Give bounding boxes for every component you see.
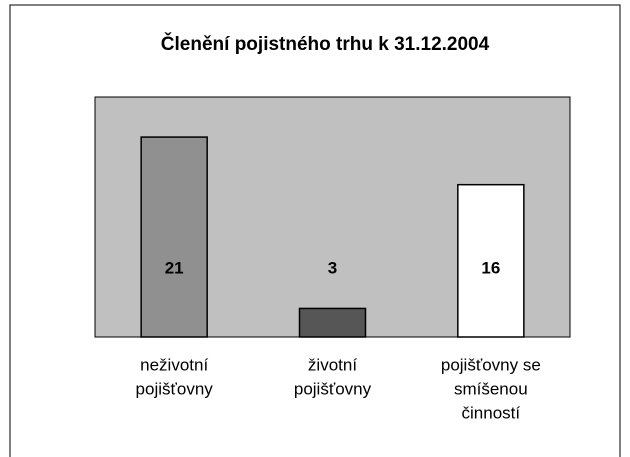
bar xyxy=(298,307,367,338)
x-tick-label: pojišťovny se xyxy=(441,355,541,374)
bar xyxy=(457,183,525,338)
x-tick-label: pojišťovny xyxy=(294,379,372,398)
x-tick-label: smíšenou xyxy=(454,379,528,398)
frame xyxy=(9,4,621,457)
x-tick-label: činností xyxy=(462,403,521,422)
x-tick-label: pojišťovny xyxy=(136,379,214,398)
data-label: 16 xyxy=(481,258,500,277)
bar xyxy=(140,136,208,338)
x-tick-label: neživotní xyxy=(140,355,208,374)
data-label: 3 xyxy=(328,258,337,277)
chart-title: Členění pojistného trhu k 31.12.2004 xyxy=(161,33,490,55)
x-tick-label: životní xyxy=(308,355,357,374)
data-label: 21 xyxy=(165,258,184,277)
